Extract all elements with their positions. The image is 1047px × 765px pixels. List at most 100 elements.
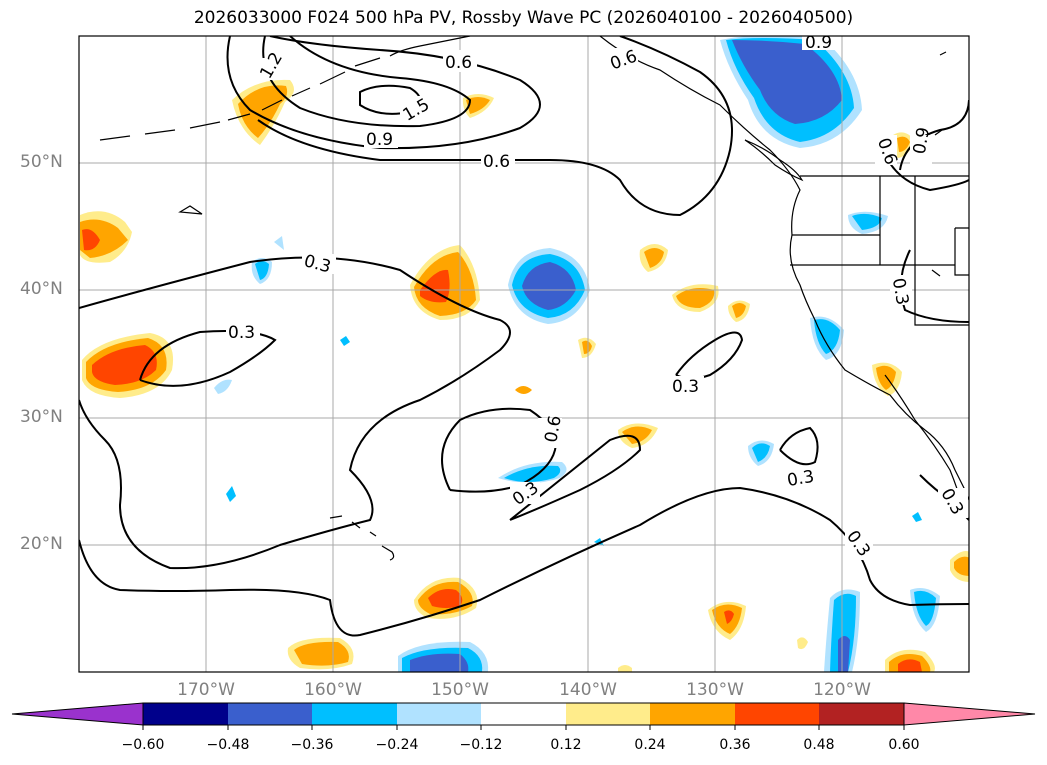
anomaly-blob	[410, 653, 469, 672]
island-midway	[178, 205, 203, 215]
hawaii-islands	[329, 515, 395, 561]
colorbar-tick-label: −0.12	[459, 737, 503, 753]
contour-label: 0.6	[541, 414, 565, 444]
colorbar-tick-label: −0.36	[290, 737, 334, 753]
colorbar-extend-low	[11, 702, 144, 726]
colorbar-tick-label: 0.36	[719, 737, 751, 753]
anomaly-blob	[732, 40, 842, 124]
lat-label-40n: 40°N	[20, 279, 63, 299]
contour-line	[79, 256, 511, 570]
contour-label: 0.3	[786, 467, 816, 491]
lat-label-20n: 20°N	[20, 534, 63, 554]
anomaly-blob	[830, 593, 856, 672]
anomaly-blob	[274, 236, 284, 250]
vancouver-island	[744, 139, 804, 182]
contour-label-backgrounds	[226, 36, 968, 560]
colorbar-segment	[735, 703, 819, 725]
lon-label-140w: 140°W	[559, 680, 617, 700]
anomaly-blob	[898, 659, 922, 672]
aleutian-islands	[99, 57, 381, 141]
alaska-peninsula	[389, 36, 471, 57]
anomaly-blob	[428, 589, 463, 608]
anomaly-blob	[214, 379, 232, 394]
anomaly-blob	[752, 443, 770, 462]
anomaly-blob	[954, 556, 969, 576]
anomaly-blob	[294, 641, 349, 666]
map-title: 2026033000 F024 500 hPa PV, Rossby Wave …	[193, 8, 854, 28]
colorbar-segment	[143, 703, 228, 725]
anomaly-blob	[466, 97, 490, 114]
anomaly-blob	[340, 336, 350, 346]
colorbar-tick-label: −0.60	[121, 737, 165, 753]
colorbar-extend-high	[903, 702, 1036, 726]
anomaly-blob	[515, 386, 532, 394]
lat-label-50n: 50°N	[20, 152, 63, 172]
anomaly-blob	[594, 538, 604, 546]
lon-label-170w: 170°W	[177, 680, 235, 700]
contour-line	[779, 426, 819, 466]
contour-label: 0.9	[805, 33, 832, 53]
map-frame	[78, 35, 970, 673]
anomaly-blob	[644, 248, 664, 268]
contour-line	[899, 99, 969, 171]
anomaly-blob	[897, 136, 910, 152]
lon-label-120w: 120°W	[813, 680, 871, 700]
anomaly-blob	[504, 465, 561, 482]
colorbar-tick-label: −0.48	[206, 737, 250, 753]
colorbar-segment	[481, 703, 566, 725]
anomaly-blob	[838, 636, 850, 672]
positive-anomaly-shading	[80, 79, 969, 672]
north-america-coast	[599, 36, 969, 501]
contour-line	[226, 36, 541, 150]
anomaly-blob	[238, 85, 288, 138]
anomaly-blob	[912, 512, 922, 522]
lon-label-150w: 150°W	[431, 680, 489, 700]
contour-line	[509, 434, 642, 521]
contour-line	[900, 249, 969, 323]
anomaly-blob	[582, 340, 592, 354]
colorbar-tick-label: −0.24	[375, 737, 419, 753]
anomaly-blob	[226, 486, 236, 502]
anomaly-blob	[732, 303, 746, 318]
contour-line	[139, 330, 277, 387]
colorbar-segment	[397, 703, 481, 725]
contour-line	[257, 36, 733, 217]
colorbar-segment	[650, 703, 735, 725]
lon-label-130w: 130°W	[686, 680, 744, 700]
colorbar-tick-label: 0.24	[634, 737, 666, 753]
contour-label: 0.9	[910, 126, 934, 156]
state-borders	[790, 176, 969, 326]
anomaly-blob	[676, 288, 715, 308]
anomaly-blob	[82, 229, 100, 251]
colorbar-tick-label: 0.12	[550, 737, 582, 753]
contour-label: 0.6	[483, 152, 510, 172]
colorbar	[11, 702, 1036, 730]
contour-label: 0.3	[888, 277, 912, 307]
gridlines	[79, 36, 969, 672]
colorbar-segment	[312, 703, 397, 725]
negative-anomaly-shading	[214, 36, 940, 672]
colorbar-segment	[819, 703, 904, 725]
contour-line	[79, 486, 969, 637]
anomaly-blob	[852, 213, 882, 230]
contour-label: 0.3	[228, 323, 255, 343]
anomaly-blob	[914, 590, 936, 626]
colorbar-segment	[228, 703, 312, 725]
anomaly-blob	[522, 262, 576, 310]
anomaly-blob	[797, 637, 808, 650]
anomaly-blob	[814, 319, 840, 354]
lat-label-30n: 30°N	[20, 407, 63, 427]
pv-contours	[79, 36, 969, 637]
contour-label: 0.9	[366, 130, 393, 150]
contour-label: 0.6	[445, 53, 472, 73]
anomaly-blob	[420, 269, 450, 303]
colorbar-tick-label: 0.60	[888, 737, 920, 753]
colorbar-segment	[566, 703, 650, 725]
anomaly-blob	[622, 426, 652, 444]
contour-line	[262, 36, 472, 128]
lon-label-160w: 160°W	[304, 680, 362, 700]
colorbar-tick-label: 0.48	[803, 737, 835, 753]
anomaly-blob	[618, 665, 632, 672]
contour-label: 0.3	[672, 377, 699, 397]
